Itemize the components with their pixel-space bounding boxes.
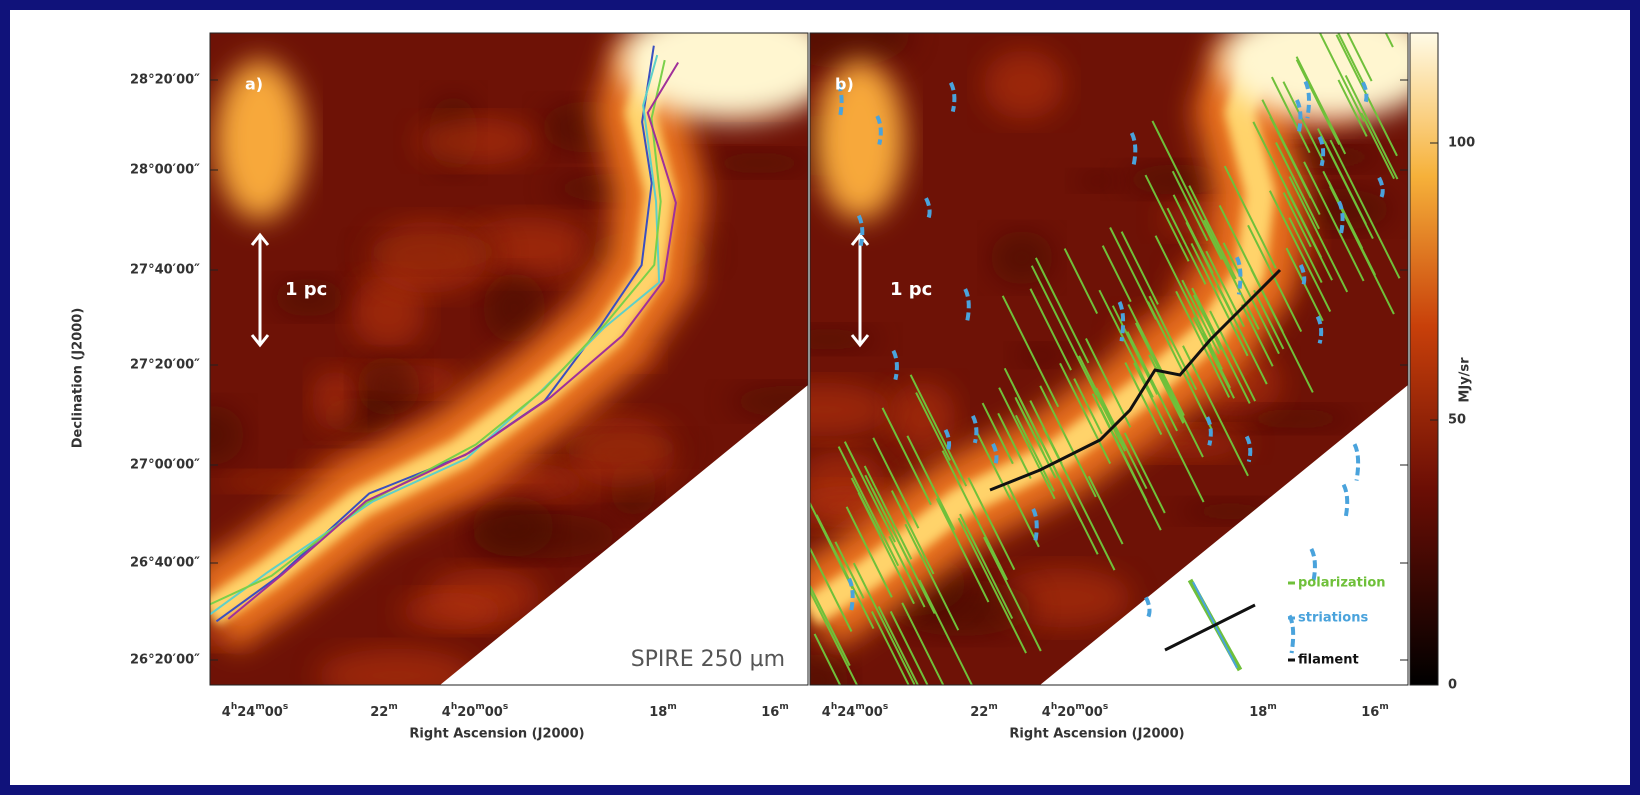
colorbar-tick-label: 100	[1448, 136, 1475, 151]
x-tick-part: m	[388, 702, 397, 712]
y-tick-label: 28°20′00″	[130, 73, 200, 88]
x-tick-part: s	[283, 702, 288, 712]
map-texture	[471, 496, 554, 557]
x-tick-part: 4	[442, 705, 451, 720]
x-tick-part: m	[1267, 702, 1276, 712]
x-tick-part: m	[255, 702, 264, 712]
y-tick-label: 28°00′00″	[130, 163, 200, 178]
x-tick-part: m	[855, 702, 864, 712]
x-axis-title: Right Ascension (J2000)	[409, 727, 584, 742]
colorbar-unit: MJy/sr	[1458, 357, 1473, 403]
x-tick-part: 00	[485, 705, 503, 720]
x-tick-part: s	[883, 702, 888, 712]
x-tick-part: 22	[970, 705, 988, 720]
x-tick-part: 22	[370, 705, 388, 720]
map-texture	[312, 370, 358, 432]
x-tick-part: s	[1103, 702, 1108, 712]
x-tick-part: 18	[649, 705, 667, 720]
x-tick-part: 00	[265, 705, 283, 720]
y-tick-label: 27°20′00″	[130, 358, 200, 373]
x-tick-part: 00	[1085, 705, 1103, 720]
x-tick-part: m	[1379, 702, 1388, 712]
x-tick-part: 4	[222, 705, 231, 720]
map-bright	[815, 60, 905, 220]
x-tick-part: m	[667, 702, 676, 712]
x-tick-part: m	[1075, 702, 1084, 712]
scale-bar-label: 1 pc	[285, 279, 327, 300]
x-tick-part: 24	[837, 705, 855, 720]
y-tick-label: 27°00′00″	[130, 458, 200, 473]
y-tick-label: 26°40′00″	[130, 556, 200, 571]
x-tick-part: m	[779, 702, 788, 712]
map-texture	[1230, 407, 1360, 431]
panel-label: b)	[835, 75, 854, 94]
map-texture	[369, 222, 489, 293]
map-texture	[983, 50, 1064, 119]
x-tick-part: m	[988, 702, 997, 712]
colorbar	[1410, 33, 1438, 685]
panel-b	[755, 0, 1450, 795]
x-tick-part: 20	[1057, 705, 1075, 720]
panel-a	[173, 0, 850, 711]
map-texture	[700, 151, 817, 175]
x-tick-part: 24	[237, 705, 255, 720]
y-tick-label: 26°20′00″	[130, 653, 200, 668]
figure: Declination (J2000) MJy/sr Right Ascensi…	[0, 0, 1640, 795]
map-texture	[399, 593, 506, 630]
x-tick-part: m	[475, 702, 484, 712]
caption: SPIRE 250 µm	[631, 647, 785, 672]
x-tick-part: 20	[457, 705, 475, 720]
map-texture	[357, 356, 421, 415]
y-tick-label: 27°40′00″	[130, 263, 200, 278]
legend-label: polarization	[1298, 576, 1386, 591]
x-tick-part: 16	[1361, 705, 1379, 720]
legend-label: striations	[1298, 611, 1368, 626]
x-tick-part: 4	[1042, 705, 1051, 720]
y-axis-title: Declination (J2000)	[71, 308, 86, 449]
x-tick-part: 16	[761, 705, 779, 720]
x-tick-part: 18	[1249, 705, 1267, 720]
colorbar-tick-label: 0	[1448, 678, 1457, 693]
x-tick-part: 00	[865, 705, 883, 720]
map-texture	[1074, 172, 1121, 191]
map-texture	[417, 118, 537, 165]
map-texture	[483, 273, 546, 344]
colorbar-tick-label: 50	[1448, 413, 1466, 428]
legend-label: filament	[1298, 653, 1359, 668]
panel-label: a)	[245, 75, 263, 94]
x-tick-part: s	[503, 702, 508, 712]
x-axis-title: Right Ascension (J2000)	[1009, 727, 1184, 742]
scale-bar-label: 1 pc	[890, 279, 932, 300]
x-tick-part: 4	[822, 705, 831, 720]
